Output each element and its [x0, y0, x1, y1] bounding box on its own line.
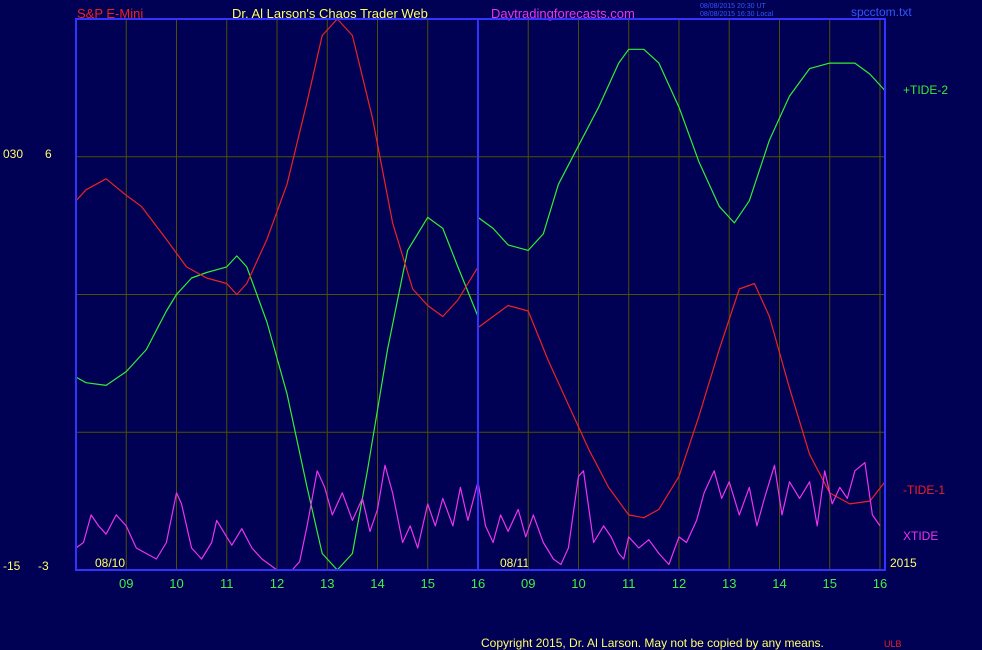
legend-minus-tide: -TIDE-1: [903, 483, 945, 497]
x-tick-label: 15: [421, 576, 435, 591]
left-axis-upper-a: 030: [3, 147, 24, 161]
left-axis-lower-a: -15: [3, 559, 21, 573]
x-tick-label: 15: [822, 576, 836, 591]
x-tick-label: 09: [119, 576, 133, 591]
left-axis-lower-b: -3: [38, 559, 49, 573]
series-line-2: [75, 462, 881, 571]
grid-lines: [76, 19, 885, 570]
x-tick-label: 14: [772, 576, 786, 591]
x-tick-label: 09: [521, 576, 535, 591]
x-tick-labels: 09 10 11 12 13 14 15 16 09 10 11 12 13 14 15 16: [119, 576, 887, 591]
x-tick-label: 16: [471, 576, 485, 591]
copyright-notice: Copyright 2015, Dr. Al Larson. May not b…: [481, 636, 824, 650]
timestamp-local: 08/08/2015 16:30 Local: [700, 11, 774, 18]
x-tick-label: 11: [220, 576, 234, 591]
left-axis-upper-b: 6: [45, 147, 52, 161]
x-tick-label: 11: [622, 576, 636, 591]
site-link[interactable]: Daytradingforecasts.com: [491, 6, 635, 21]
x-tick-label: 12: [672, 576, 686, 591]
legend-xtide: XTIDE: [903, 529, 939, 543]
data-file-name: spcctom.txt: [851, 5, 912, 19]
year-label: 2015: [890, 556, 917, 570]
x-tick-label: 13: [722, 576, 736, 591]
plot-border: [75, 18, 886, 571]
date-label-first: 08/10: [95, 556, 126, 570]
legend-plus-tide: +TIDE-2: [903, 83, 949, 97]
timestamp-ut: 08/08/2015 20:30 UT: [700, 3, 766, 10]
x-tick-label: 16: [873, 576, 887, 591]
x-tick-label: 13: [320, 576, 334, 591]
author-title: Dr. Al Larson's Chaos Trader Web: [232, 6, 428, 21]
symbol-title: S&P E-Mini: [77, 6, 144, 21]
corner-tag: ULB: [884, 639, 902, 649]
plot-frame: [75, 18, 886, 571]
x-tick-label: 12: [270, 576, 284, 591]
series-line-1: [75, 18, 886, 519]
x-tick-label: 14: [370, 576, 384, 591]
x-tick-label: 10: [571, 576, 585, 591]
series-line-0: [75, 48, 886, 571]
x-tick-label: 10: [169, 576, 183, 591]
date-label-second: 08/11: [500, 556, 530, 570]
